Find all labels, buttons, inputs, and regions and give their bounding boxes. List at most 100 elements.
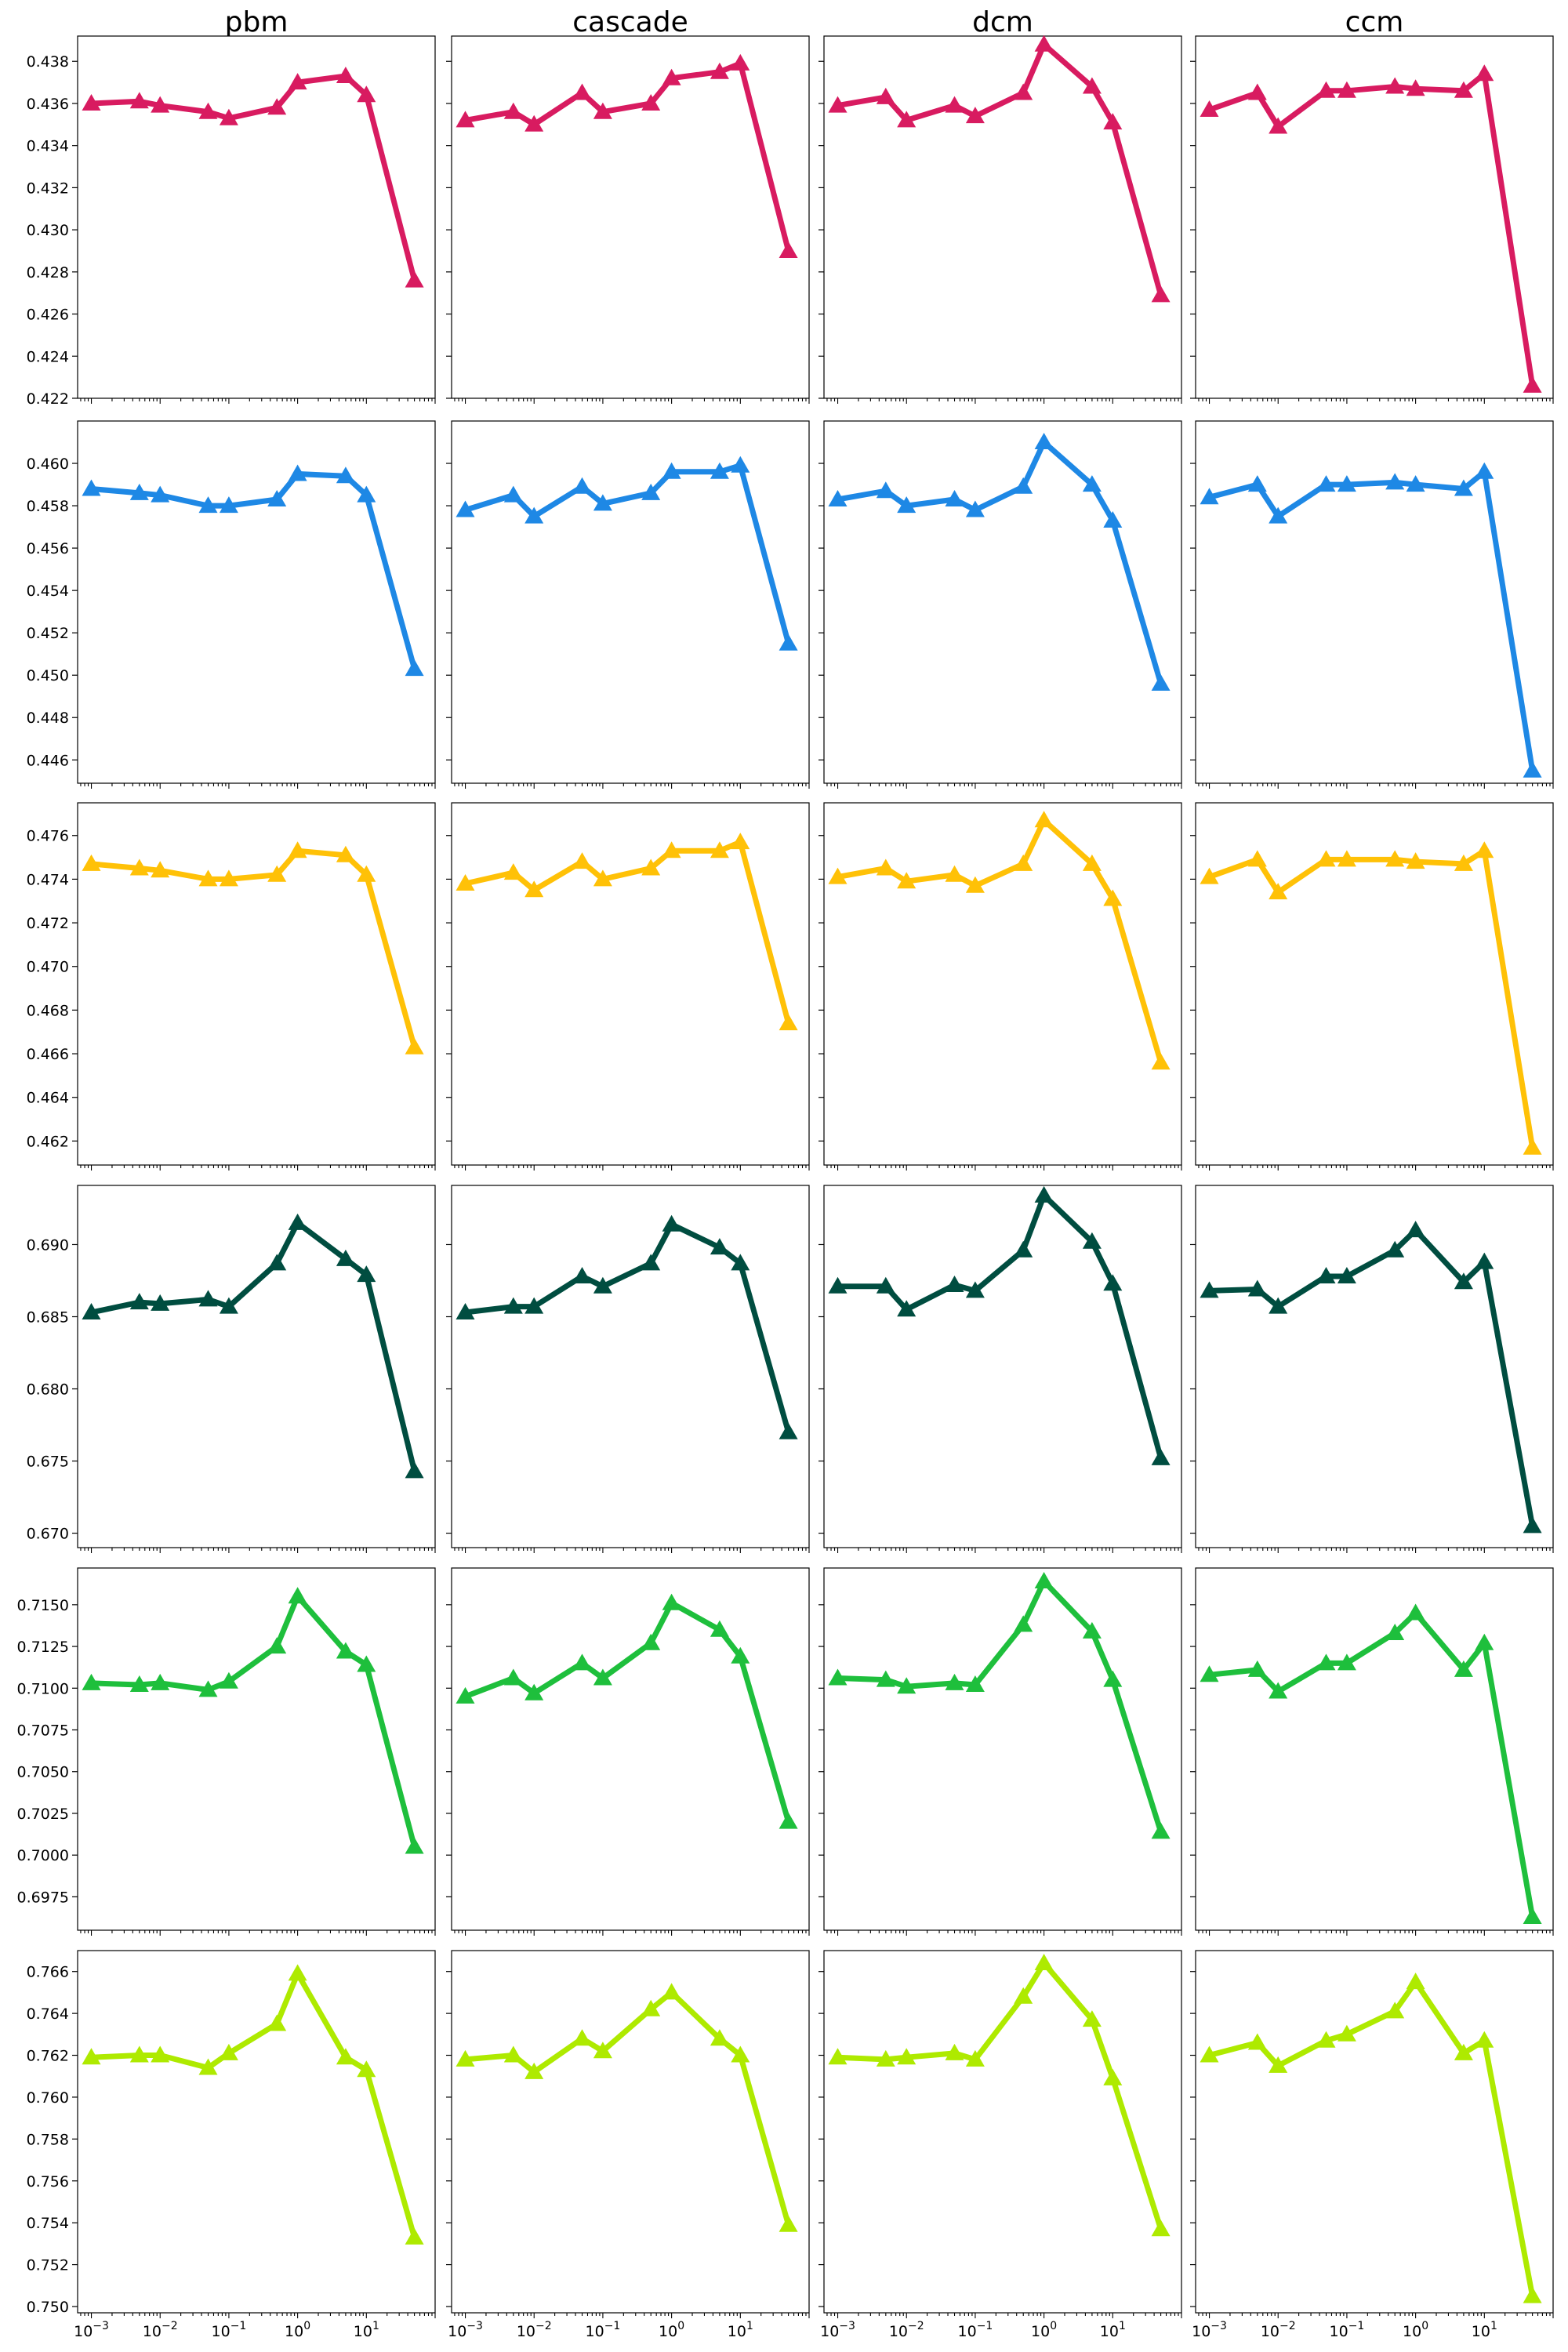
- y-tick-label: 0.766: [27, 1964, 69, 1981]
- data-point-marker: [129, 1293, 149, 1310]
- plot-frame: [451, 35, 810, 399]
- data-point-marker: [524, 506, 544, 524]
- data-point-marker: [828, 2048, 848, 2065]
- data-point-marker: [1103, 889, 1123, 906]
- y-tick-label: 0.438: [27, 53, 69, 71]
- data-point-marker: [357, 85, 376, 103]
- y-tick-label: 0.7125: [17, 1639, 69, 1656]
- data-point-marker: [1034, 1954, 1054, 1970]
- series-line: [463, 839, 792, 1026]
- data-point-marker: [1406, 1973, 1425, 1990]
- data-point-marker: [405, 1461, 424, 1479]
- data-point-marker: [1034, 433, 1054, 449]
- data-point-marker: [1247, 2033, 1267, 2050]
- data-point-marker: [357, 865, 376, 882]
- data-point-marker: [151, 1294, 170, 1311]
- data-point-marker: [828, 490, 848, 506]
- data-point-marker: [503, 1668, 523, 1686]
- data-point-marker: [288, 464, 307, 481]
- data-point-marker: [662, 1593, 681, 1610]
- plot-frame: [451, 1950, 810, 2314]
- x-tick-label: 10−1: [1330, 2320, 1365, 2340]
- data-point-marker: [1014, 854, 1033, 871]
- data-point-marker: [82, 854, 101, 871]
- y-tick-label: 0.450: [27, 667, 69, 684]
- plot-frame: [823, 802, 1182, 1166]
- data-point-marker: [641, 858, 661, 876]
- data-point-marker: [267, 2014, 287, 2031]
- y-tick-label: 0.7000: [17, 1847, 69, 1864]
- data-point-marker: [662, 841, 681, 858]
- data-point-marker: [965, 500, 985, 517]
- data-point-marker: [1103, 1274, 1123, 1291]
- data-point-marker: [731, 53, 750, 71]
- data-point-marker: [151, 96, 170, 113]
- data-point-marker: [1337, 2024, 1356, 2042]
- data-point-marker: [456, 2049, 475, 2067]
- data-point-marker: [965, 1675, 985, 1692]
- data-point-marker: [456, 500, 475, 517]
- x-tick-label: 10−1: [586, 2320, 621, 2340]
- subplot-pbm-row-4: 0.6975 0.7000 0.7025 0.7050 0.7075 0.7100 0.71…: [17, 1567, 436, 1936]
- data-point-marker: [1316, 1653, 1336, 1671]
- data-point-marker: [1200, 1665, 1219, 1682]
- y-tick-label: 0.6975: [17, 1889, 69, 1906]
- data-point-marker: [1385, 2002, 1405, 2019]
- data-point-marker: [503, 863, 523, 880]
- data-point-marker: [1014, 1240, 1033, 1258]
- data-point-marker: [731, 1254, 750, 1271]
- data-point-marker: [1151, 2220, 1171, 2237]
- column-title-ccm: ccm: [1345, 6, 1404, 38]
- subplot-ccm-row-4: [1190, 1567, 1554, 1936]
- y-tick-label: 0.426: [27, 307, 69, 324]
- data-point-marker: [357, 485, 376, 503]
- data-point-marker: [662, 1983, 681, 2000]
- series-line: [463, 1989, 792, 2228]
- y-tick-label: 0.430: [27, 222, 69, 239]
- series-line: [835, 1192, 1164, 1461]
- data-point-marker: [524, 114, 544, 132]
- data-point-marker: [828, 1276, 848, 1294]
- data-point-marker: [198, 102, 218, 119]
- data-point-marker: [1316, 1267, 1336, 1283]
- data-point-marker: [572, 477, 592, 494]
- data-point-marker: [1200, 867, 1219, 884]
- data-point-marker: [1082, 1232, 1102, 1249]
- data-point-marker: [82, 94, 101, 111]
- data-point-marker: [710, 462, 729, 479]
- data-point-marker: [198, 869, 218, 887]
- data-point-marker: [267, 865, 287, 882]
- column-title-dcm: dcm: [972, 6, 1033, 38]
- data-point-marker: [1454, 81, 1473, 98]
- plot-frame: [1195, 1950, 1554, 2314]
- data-point-marker: [1269, 1682, 1288, 1699]
- data-point-marker: [779, 241, 798, 258]
- data-point-marker: [1247, 1660, 1267, 1677]
- data-point-marker: [1200, 100, 1219, 117]
- data-point-marker: [288, 1587, 307, 1604]
- data-point-marker: [1475, 2031, 1494, 2048]
- plot-frame: [451, 802, 810, 1166]
- data-point-marker: [129, 1675, 149, 1692]
- subplot-ccm-row-5: 10−3 10−2 10−1 100 101: [1190, 1950, 1554, 2340]
- data-point-marker: [897, 1300, 916, 1317]
- x-tick-label: 10−2: [1261, 2320, 1296, 2340]
- data-point-marker: [1316, 850, 1336, 867]
- series-line: [835, 439, 1164, 687]
- x-tick-label: 10−3: [448, 2320, 483, 2340]
- data-point-marker: [456, 1686, 475, 1704]
- subplot-cascade-row-1: [446, 420, 810, 789]
- data-point-marker: [1014, 1615, 1033, 1632]
- data-point-marker: [641, 1254, 661, 1271]
- data-point-marker: [876, 481, 895, 499]
- data-point-marker: [1269, 117, 1288, 134]
- data-point-marker: [1523, 2286, 1542, 2303]
- data-point-marker: [151, 485, 170, 503]
- data-point-marker: [897, 2048, 916, 2065]
- data-point-marker: [876, 2049, 895, 2067]
- data-point-marker: [288, 1213, 307, 1230]
- data-point-marker: [1475, 1633, 1494, 1650]
- data-point-marker: [198, 1680, 218, 1697]
- data-point-marker: [357, 1655, 376, 1672]
- data-point-marker: [828, 1668, 848, 1686]
